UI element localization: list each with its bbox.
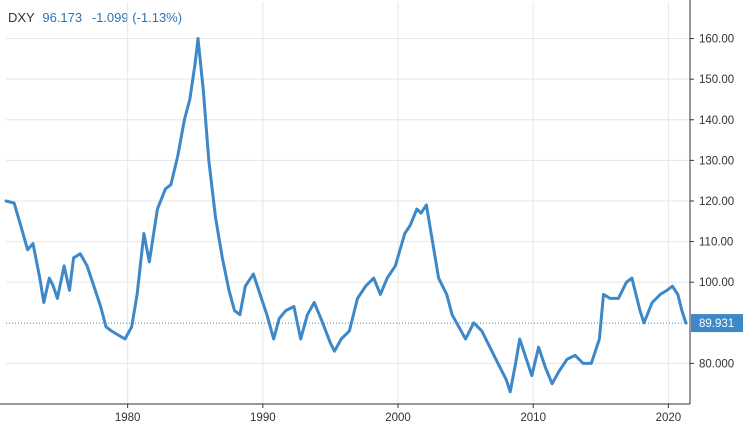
- y-axis-ticks: 80.000 100.00 110.00 120.00 130.00 140.00 150.…: [690, 34, 734, 370]
- dxy-series-line: [4, 37, 688, 394]
- y-tick-label: 110.00: [699, 237, 733, 249]
- x-axis-ticks: 1980 1990 2000 2010 2020: [115, 404, 681, 424]
- symbol-label: DXY: [8, 10, 35, 25]
- price-change: -1.099 (-1.13%): [91, 10, 183, 25]
- last-value-badge-bg: [691, 314, 743, 333]
- y-tick-label: 140.00: [699, 115, 734, 127]
- horizontal-gridlines: [6, 38, 690, 364]
- chart-header: DXY 96.173 -1.099 (-1.13%): [8, 10, 182, 25]
- x-tick-label: 2020: [656, 412, 682, 424]
- x-tick-label: 2010: [520, 412, 546, 424]
- x-tick-label: 1990: [250, 412, 276, 424]
- x-tick-label: 2000: [385, 412, 411, 424]
- y-tick-label: 100.00: [699, 277, 734, 289]
- last-value-label: 89.931: [699, 318, 734, 330]
- y-tick-label: 80.000: [699, 358, 734, 370]
- last-price: 96.173: [42, 10, 83, 25]
- x-tick-label: 1980: [115, 412, 141, 424]
- y-tick-label: 160.00: [699, 34, 734, 46]
- y-tick-label: 130.00: [699, 155, 734, 167]
- last-value-badge: 89.931: [691, 314, 743, 333]
- y-tick-label: 150.00: [699, 74, 734, 86]
- y-tick-label: 120.00: [699, 196, 734, 208]
- vertical-gridlines: [127, 2, 669, 404]
